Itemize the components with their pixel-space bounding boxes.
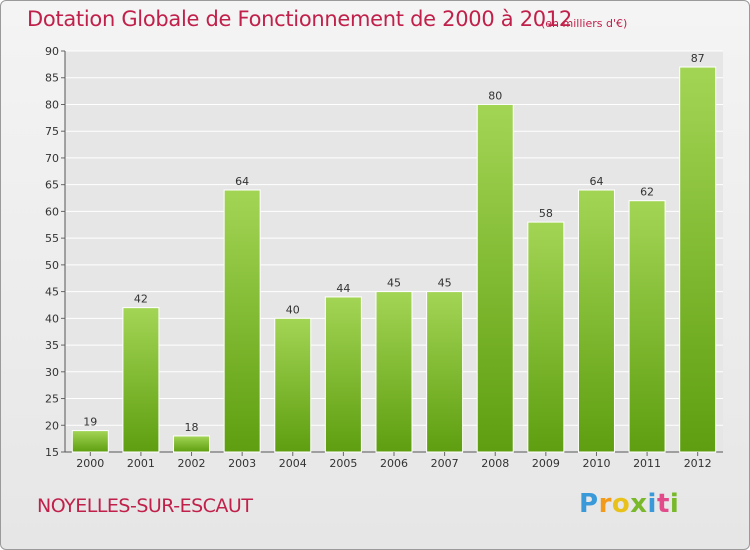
bar bbox=[173, 435, 211, 453]
data-label: 80 bbox=[488, 89, 502, 102]
y-tick-label: 60 bbox=[45, 205, 59, 218]
x-tick-label: 2006 bbox=[380, 457, 408, 470]
x-tick-label: 2005 bbox=[329, 457, 357, 470]
data-label: 18 bbox=[185, 421, 199, 434]
x-tick-label: 2011 bbox=[633, 457, 661, 470]
y-tick-label: 75 bbox=[45, 125, 59, 138]
data-label: 64 bbox=[589, 175, 603, 188]
x-tick-label: 2003 bbox=[228, 457, 256, 470]
data-label: 58 bbox=[539, 207, 553, 220]
bar bbox=[426, 291, 464, 453]
bar bbox=[223, 189, 261, 453]
x-tick-label: 2007 bbox=[431, 457, 459, 470]
data-label: 45 bbox=[438, 277, 452, 290]
bar bbox=[122, 307, 160, 453]
bar bbox=[577, 189, 615, 453]
bar bbox=[375, 291, 413, 453]
bar bbox=[628, 200, 666, 453]
x-tick-label: 2002 bbox=[178, 457, 206, 470]
y-tick-label: 25 bbox=[45, 393, 59, 406]
y-tick-label: 45 bbox=[45, 286, 59, 299]
data-label: 45 bbox=[387, 277, 401, 290]
data-label: 40 bbox=[286, 303, 300, 316]
data-label: 87 bbox=[691, 52, 705, 65]
commune-name: NOYELLES-SUR-ESCAUT bbox=[37, 495, 253, 517]
x-tick-label: 2012 bbox=[684, 457, 712, 470]
data-label: 19 bbox=[83, 416, 97, 429]
x-tick-label: 2010 bbox=[582, 457, 610, 470]
x-tick-label: 2008 bbox=[481, 457, 509, 470]
y-tick-label: 90 bbox=[45, 45, 59, 58]
y-tick-label: 65 bbox=[45, 179, 59, 192]
x-tick-label: 2001 bbox=[127, 457, 155, 470]
chart-title: Dotation Globale de Fonctionnement de 20… bbox=[27, 7, 572, 31]
bar bbox=[476, 103, 514, 453]
bar bbox=[527, 221, 565, 453]
x-tick-label: 2009 bbox=[532, 457, 560, 470]
bar bbox=[274, 317, 312, 453]
y-tick-label: 40 bbox=[45, 312, 59, 325]
chart-subtitle: (en milliers d'€) bbox=[541, 17, 628, 30]
bar bbox=[324, 296, 362, 453]
y-tick-label: 30 bbox=[45, 366, 59, 379]
data-label: 62 bbox=[640, 186, 654, 199]
y-tick-label: 55 bbox=[45, 232, 59, 245]
proxiti-logo: Proxiti bbox=[579, 489, 680, 519]
y-tick-label: 85 bbox=[45, 72, 59, 85]
y-tick-label: 15 bbox=[45, 446, 59, 459]
data-label: 64 bbox=[235, 175, 249, 188]
y-tick-label: 80 bbox=[45, 98, 59, 111]
y-tick-label: 50 bbox=[45, 259, 59, 272]
data-label: 44 bbox=[336, 282, 350, 295]
bar bbox=[71, 430, 109, 453]
bar bbox=[679, 66, 717, 453]
data-label: 42 bbox=[134, 293, 148, 306]
x-tick-label: 2000 bbox=[76, 457, 104, 470]
y-tick-label: 35 bbox=[45, 339, 59, 352]
y-tick-label: 20 bbox=[45, 419, 59, 432]
y-tick-label: 70 bbox=[45, 152, 59, 165]
x-tick-label: 2004 bbox=[279, 457, 307, 470]
